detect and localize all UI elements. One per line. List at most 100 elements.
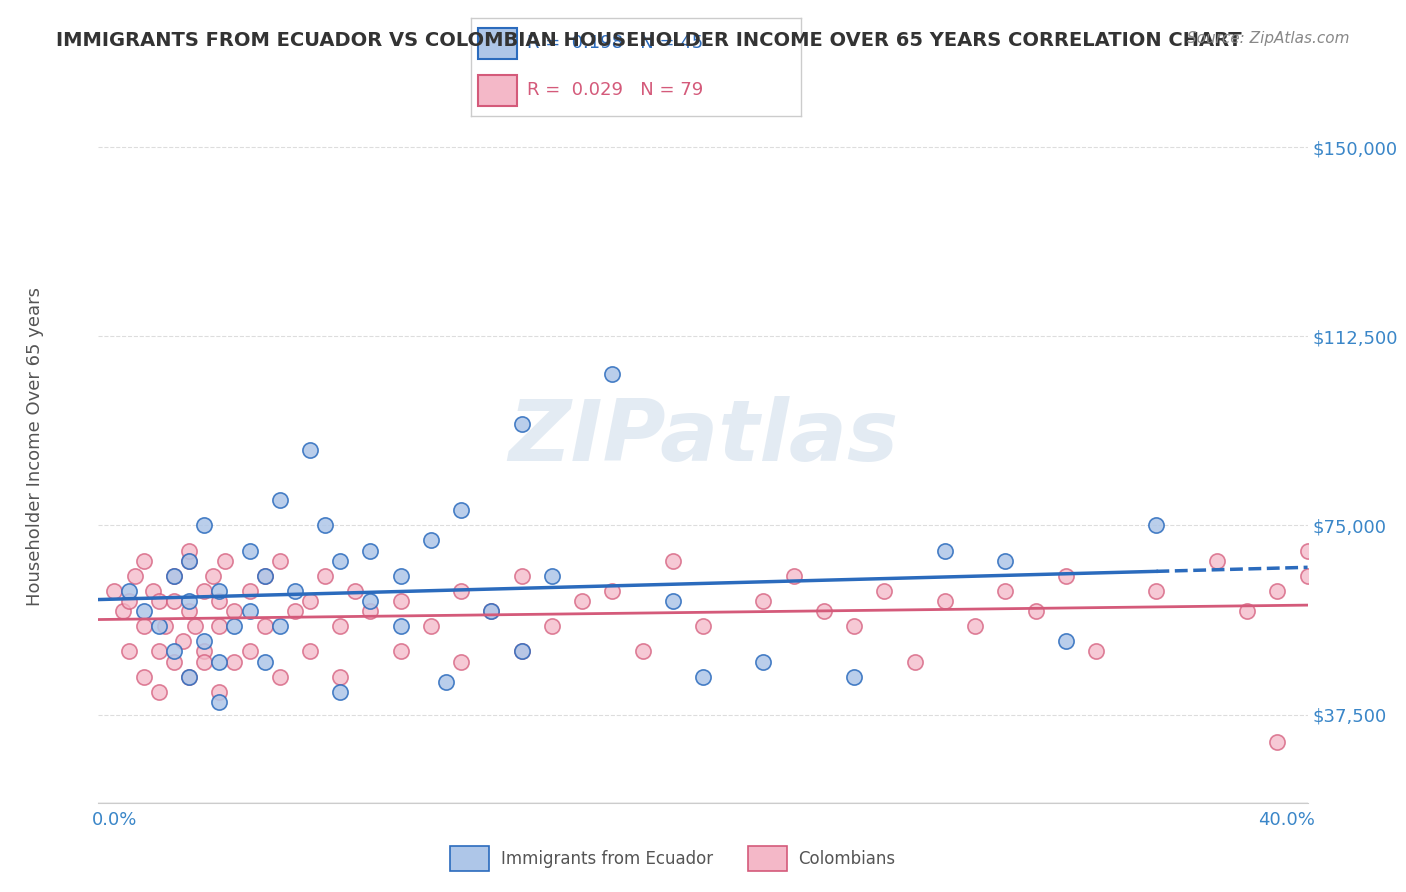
Point — [208, 594, 231, 608]
Point — [389, 619, 412, 633]
Point — [329, 619, 352, 633]
Point — [299, 594, 322, 608]
Point — [904, 655, 927, 669]
Point — [153, 619, 176, 633]
Point — [148, 619, 170, 633]
Point — [510, 644, 533, 658]
Point — [329, 685, 352, 699]
Point — [142, 583, 165, 598]
Point — [124, 569, 146, 583]
Point — [1206, 554, 1229, 568]
Point — [172, 634, 194, 648]
Point — [571, 594, 593, 608]
Point — [193, 655, 215, 669]
Point — [450, 655, 472, 669]
Point — [103, 583, 125, 598]
Bar — [450, 847, 489, 871]
Point — [118, 583, 141, 598]
Point — [752, 655, 775, 669]
Point — [163, 644, 186, 658]
Point — [193, 518, 215, 533]
Point — [420, 533, 443, 548]
Point — [253, 569, 276, 583]
Point — [1144, 518, 1167, 533]
Point — [450, 503, 472, 517]
Point — [269, 619, 291, 633]
Point — [299, 442, 322, 457]
Point — [329, 670, 352, 684]
Text: Immigrants from Ecuador: Immigrants from Ecuador — [501, 849, 713, 868]
Point — [179, 594, 201, 608]
Point — [344, 583, 367, 598]
Point — [844, 670, 866, 684]
Point — [179, 670, 201, 684]
Text: IMMIGRANTS FROM ECUADOR VS COLOMBIAN HOUSEHOLDER INCOME OVER 65 YEARS CORRELATIO: IMMIGRANTS FROM ECUADOR VS COLOMBIAN HOU… — [56, 31, 1241, 50]
Point — [118, 644, 141, 658]
Point — [118, 594, 141, 608]
Point — [692, 670, 714, 684]
Point — [813, 604, 835, 618]
Point — [179, 554, 201, 568]
Point — [602, 583, 624, 598]
Point — [253, 569, 276, 583]
Point — [148, 685, 170, 699]
Point — [179, 543, 201, 558]
Point — [450, 583, 472, 598]
Point — [132, 670, 155, 684]
Point — [1267, 735, 1289, 749]
Point — [329, 554, 352, 568]
Point — [389, 644, 412, 658]
Point — [239, 543, 262, 558]
Point — [540, 619, 562, 633]
Point — [224, 655, 246, 669]
Point — [269, 670, 291, 684]
Point — [179, 604, 201, 618]
Point — [420, 619, 443, 633]
Point — [540, 569, 562, 583]
Text: R =  0.029   N = 79: R = 0.029 N = 79 — [527, 81, 703, 99]
Point — [163, 569, 186, 583]
Point — [193, 583, 215, 598]
Point — [934, 594, 956, 608]
Text: Source: ZipAtlas.com: Source: ZipAtlas.com — [1187, 31, 1350, 46]
Point — [184, 619, 207, 633]
Text: R =  0.198   N = 45: R = 0.198 N = 45 — [527, 35, 703, 53]
Point — [510, 417, 533, 432]
Point — [314, 569, 336, 583]
Point — [284, 583, 307, 598]
Point — [163, 594, 186, 608]
Point — [661, 554, 683, 568]
Point — [873, 583, 896, 598]
Point — [661, 594, 683, 608]
Point — [148, 594, 170, 608]
Point — [269, 493, 291, 508]
Point — [692, 619, 714, 633]
Point — [434, 674, 457, 689]
Point — [132, 619, 155, 633]
Point — [224, 604, 246, 618]
Point — [510, 569, 533, 583]
Point — [1054, 634, 1077, 648]
Point — [994, 554, 1017, 568]
Point — [132, 604, 155, 618]
Point — [202, 569, 225, 583]
Point — [1144, 583, 1167, 598]
Point — [208, 583, 231, 598]
Point — [224, 619, 246, 633]
Point — [284, 604, 307, 618]
Point — [208, 655, 231, 669]
Point — [389, 594, 412, 608]
Point — [510, 644, 533, 658]
Point — [360, 543, 382, 558]
Point — [844, 619, 866, 633]
Point — [1024, 604, 1046, 618]
Point — [179, 554, 201, 568]
Point — [783, 569, 806, 583]
Point — [1054, 569, 1077, 583]
Point — [360, 594, 382, 608]
Point — [208, 685, 231, 699]
Point — [752, 594, 775, 608]
Point — [602, 367, 624, 381]
Bar — [478, 75, 517, 106]
Point — [360, 604, 382, 618]
